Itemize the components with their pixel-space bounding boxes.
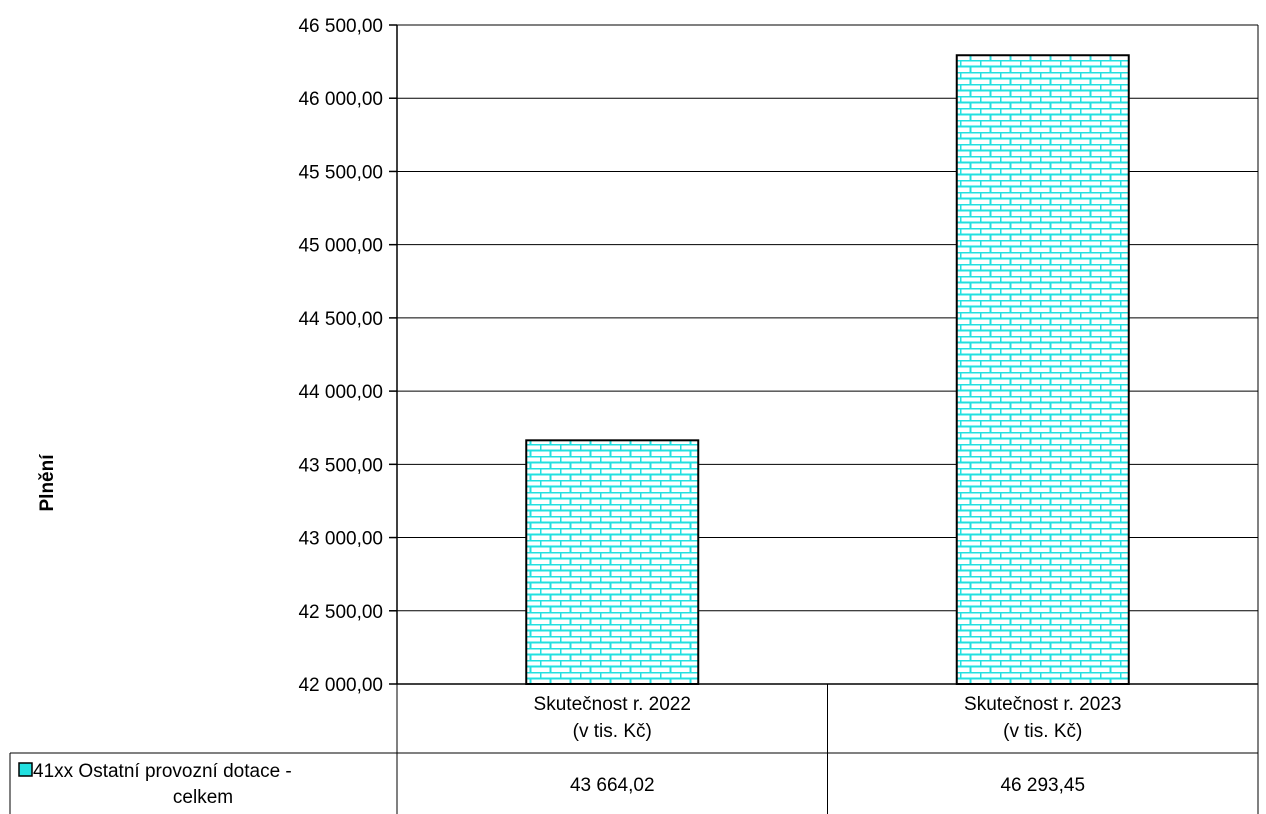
y-tick-label: 42 000,00	[298, 675, 383, 696]
data-table: Skutečnost r. 2022 (v tis. Kč) Skutečnost …	[9, 684, 1259, 814]
y-tick-label: 42 500,00	[298, 602, 383, 623]
data-value-label: 46 293,45	[1000, 775, 1085, 796]
legend-series-name: celkem	[173, 787, 233, 808]
y-tick-label: 46 500,00	[298, 16, 383, 37]
y-tick-label: 45 000,00	[298, 236, 383, 257]
bars	[525, 54, 1130, 685]
y-tick-labels: 42 000,00 42 500,00 43 000,00 43 500,00 44 0…	[298, 16, 383, 696]
x-tick-label: (v tis. Kč)	[1003, 721, 1082, 742]
y-tick-label: 43 500,00	[298, 455, 383, 476]
y-tick-label: 43 000,00	[298, 529, 383, 550]
y-tick-label: 44 000,00	[298, 382, 383, 403]
y-tick-label: 46 000,00	[298, 89, 383, 110]
legend-series-name: 41xx Ostatní provozní dotace -	[33, 761, 292, 782]
y-axis-label: Plnění	[37, 454, 58, 512]
y-tick-label: 44 500,00	[298, 309, 383, 330]
data-value-label: 43 664,02	[570, 775, 655, 796]
bar	[525, 439, 700, 685]
bar	[955, 54, 1130, 685]
x-tick-label: Skutečnost r. 2023	[964, 694, 1121, 715]
x-tick-label: Skutečnost r. 2022	[534, 694, 691, 715]
legend-key	[18, 762, 33, 777]
x-tick-label: (v tis. Kč)	[573, 721, 652, 742]
y-tick-label: 45 500,00	[298, 162, 383, 183]
